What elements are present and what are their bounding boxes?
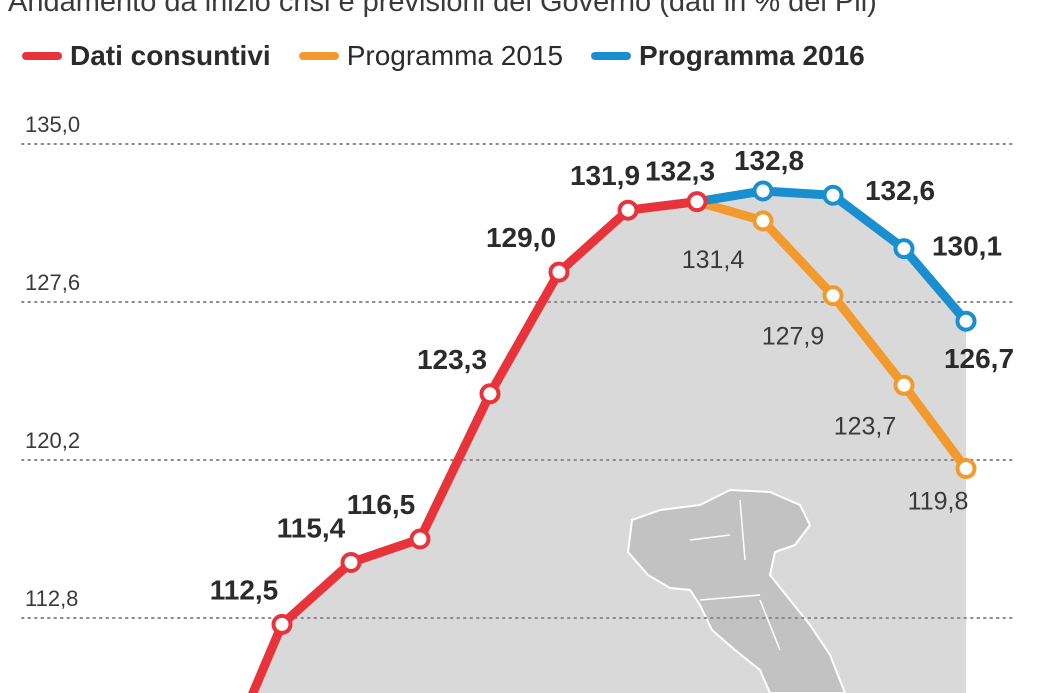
- point-dati-consuntivi: [340, 551, 362, 573]
- point-programma-2015: [955, 458, 977, 480]
- legend-item-programma-2016: Programma 2016: [591, 40, 865, 72]
- legend-item-dati-consuntivi: Dati consuntivi: [22, 40, 271, 72]
- points-layer: [271, 180, 977, 635]
- data-label-dati-consuntivi: 123,3: [417, 344, 487, 375]
- legend-label: Dati consuntivi: [70, 40, 271, 71]
- legend-swatch-red: [22, 52, 62, 60]
- point-programma-2016: [752, 180, 774, 202]
- grid-layer: 135,0 127,6 120,2 112,8: [21, 112, 1014, 619]
- data-label-programma-2016: 132,8: [734, 145, 804, 176]
- point-programma-2015: [822, 285, 844, 307]
- data-label-programma-2015: 131,4: [682, 246, 745, 274]
- data-label-dati-consuntivi: 129,0: [486, 222, 556, 253]
- chart-subtitle: Andamento da inizio crisi e previsioni d…: [8, 0, 877, 18]
- point-dati-consuntivi: [479, 383, 501, 405]
- legend: Dati consuntivi Programma 2015 Programma…: [22, 36, 893, 76]
- data-label-programma-2016: 126,7: [944, 343, 1014, 374]
- point-programma-2016: [955, 310, 977, 332]
- point-dati-consuntivi: [686, 191, 708, 213]
- point-programma-2016: [893, 238, 915, 260]
- legend-item-programma-2015: Programma 2015: [298, 40, 564, 72]
- point-dati-consuntivi: [409, 528, 431, 550]
- data-label-programma-2016: 130,1: [932, 231, 1002, 262]
- area-layer: [255, 190, 966, 693]
- point-dati-consuntivi: [617, 199, 639, 221]
- area-fill: [255, 190, 966, 693]
- data-label-dati-consuntivi: 116,5: [347, 489, 416, 520]
- data-label-dati-consuntivi: 131,9: [570, 160, 640, 191]
- data-label-programma-2015: 119,8: [908, 488, 969, 516]
- italy-map-silhouette: [626, 488, 847, 693]
- data-label-programma-2015: 123,7: [834, 412, 897, 440]
- point-programma-2016: [822, 184, 844, 206]
- data-label-dati-consuntivi: 112,5: [210, 574, 279, 605]
- data-label-programma-2015: 127,9: [762, 323, 825, 351]
- y-tick-label: 135,0: [25, 112, 80, 137]
- y-tick-label: 127,6: [25, 270, 80, 295]
- data-label-dati-consuntivi: 132,3: [645, 156, 715, 187]
- y-tick-label: 112,8: [25, 586, 78, 611]
- data-label-programma-2016: 132,6: [865, 175, 935, 206]
- series-line-dati-consuntivi: [248, 197, 702, 693]
- y-tick-label: 120,2: [25, 428, 80, 453]
- point-programma-2015: [893, 374, 915, 396]
- point-programma-2015: [752, 210, 774, 232]
- point-dati-consuntivi: [548, 261, 570, 283]
- legend-label: Programma 2015: [346, 40, 564, 71]
- legend-label: Programma 2016: [639, 40, 865, 71]
- legend-swatch-orange: [298, 52, 339, 60]
- legend-swatch-blue: [591, 52, 632, 60]
- point-dati-consuntivi: [271, 613, 293, 635]
- data-label-dati-consuntivi: 115,4: [277, 512, 346, 543]
